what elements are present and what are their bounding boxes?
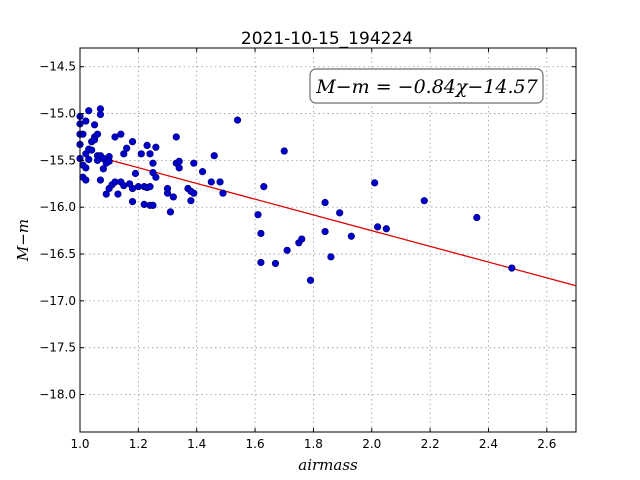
- data-point: [117, 130, 125, 138]
- data-point: [149, 201, 157, 209]
- data-point: [371, 179, 379, 187]
- data-point: [146, 183, 154, 191]
- data-point: [216, 178, 224, 186]
- data-point: [137, 150, 145, 158]
- data-point: [175, 157, 183, 165]
- data-point: [382, 225, 390, 233]
- x-tick-label: 2.2: [421, 437, 440, 451]
- y-tick-label: −17.0: [39, 294, 76, 308]
- data-point: [336, 209, 344, 217]
- data-point: [280, 147, 288, 155]
- data-point: [149, 159, 157, 167]
- data-point: [257, 258, 265, 267]
- data-point: [306, 276, 315, 284]
- data-point: [93, 130, 102, 138]
- data-point: [321, 198, 329, 207]
- data-point: [96, 176, 105, 184]
- data-point: [473, 213, 481, 222]
- y-tick-label: −16.0: [39, 200, 76, 214]
- data-point: [79, 130, 87, 138]
- data-point: [140, 200, 148, 209]
- data-point: [321, 227, 329, 236]
- data-point: [123, 144, 131, 152]
- y-axis-label: M−m: [14, 219, 32, 262]
- data-point: [85, 107, 93, 115]
- data-point: [210, 152, 218, 160]
- data-point: [82, 176, 90, 184]
- data-point: [374, 223, 382, 231]
- y-tick-label: −17.5: [39, 341, 76, 355]
- y-tick-label: −15.5: [39, 153, 76, 167]
- data-point: [152, 143, 160, 151]
- x-tick-label: 1.8: [304, 437, 323, 451]
- data-point: [82, 164, 90, 172]
- fit-line-layer: [109, 159, 577, 287]
- data-point: [120, 150, 128, 158]
- y-tick-label: −16.5: [39, 247, 76, 261]
- data-point: [298, 235, 306, 243]
- data-point: [198, 168, 207, 176]
- data-point: [82, 117, 90, 125]
- data-point: [271, 259, 280, 268]
- x-tick-label: 2.4: [479, 437, 498, 451]
- data-point: [146, 150, 154, 158]
- data-point: [105, 157, 113, 165]
- data-point: [260, 183, 268, 191]
- grid: [79, 48, 576, 432]
- chart-title: 2021-10-15_194224: [241, 29, 413, 49]
- axis-ticks: 1.0 1.2 1.4 1.6 1.8 2.0 2.2 2.4 2.6 −14.5 −15.0 −15…: [39, 48, 576, 451]
- data-point: [169, 193, 177, 201]
- data-point: [219, 189, 227, 197]
- y-tick-label: −18.0: [39, 388, 76, 402]
- data-point: [233, 116, 242, 124]
- data-point: [190, 189, 198, 197]
- data-point: [143, 141, 151, 150]
- x-tick-label: 1.4: [187, 437, 206, 451]
- x-tick-label: 1.0: [70, 437, 89, 451]
- data-point: [111, 133, 119, 141]
- x-axis-label: airmass: [298, 456, 358, 474]
- fit-line: [109, 159, 577, 287]
- data-point: [175, 164, 183, 172]
- data-point: [508, 264, 516, 272]
- data-point: [96, 110, 105, 119]
- data-point: [114, 190, 122, 198]
- data-point: [128, 198, 137, 206]
- data-point: [90, 121, 99, 129]
- data-point: [85, 155, 93, 164]
- data-point: [207, 178, 215, 186]
- data-point: [347, 232, 355, 240]
- plot-frame: [79, 47, 577, 433]
- data-point: [327, 253, 335, 261]
- x-tick-label: 1.6: [246, 437, 265, 451]
- data-points: [76, 105, 516, 284]
- data-point: [102, 190, 110, 198]
- data-point: [254, 211, 262, 219]
- annotation-box: M−m = −0.84χ−14.57: [309, 68, 544, 104]
- x-tick-label: 2.6: [537, 437, 556, 451]
- data-point: [283, 246, 291, 254]
- data-point: [163, 184, 172, 193]
- data-point: [187, 197, 195, 205]
- data-point: [172, 133, 180, 141]
- data-point: [420, 197, 428, 205]
- y-tick-label: −14.5: [39, 60, 76, 74]
- y-tick-label: −15.0: [39, 107, 76, 121]
- data-point: [131, 169, 140, 178]
- data-point: [88, 146, 96, 154]
- data-point: [190, 159, 198, 167]
- data-point: [166, 208, 175, 216]
- x-tick-label: 2.0: [362, 437, 381, 451]
- fit-equation: M−m = −0.84χ−14.57: [315, 76, 538, 98]
- data-point: [128, 138, 137, 146]
- x-tick-label: 1.2: [129, 437, 148, 451]
- annotation-box-border: [309, 68, 544, 104]
- data-point: [152, 173, 160, 181]
- data-point: [257, 229, 265, 238]
- data-point: [99, 165, 107, 173]
- data-point: [90, 136, 99, 144]
